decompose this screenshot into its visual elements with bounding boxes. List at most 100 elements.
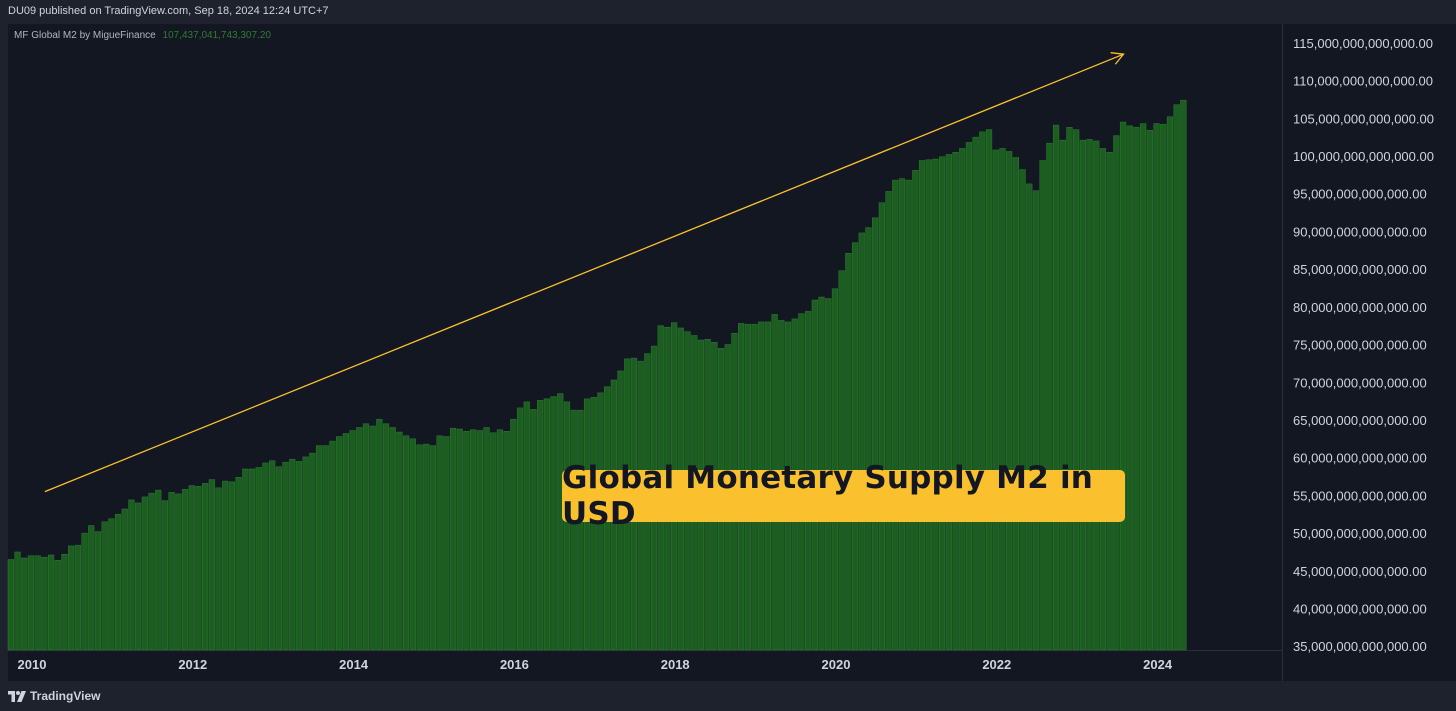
bar bbox=[181, 489, 189, 651]
bar bbox=[148, 492, 155, 651]
bar bbox=[537, 400, 544, 651]
bar bbox=[483, 427, 490, 651]
bar bbox=[416, 444, 423, 651]
x-tick-label: 2012 bbox=[178, 657, 207, 672]
y-tick-label: 80,000,000,000,000.00 bbox=[1293, 300, 1427, 315]
bar bbox=[959, 148, 966, 651]
time-axis[interactable] bbox=[8, 650, 1282, 681]
bar bbox=[114, 513, 122, 651]
bar bbox=[1140, 123, 1147, 651]
bar bbox=[34, 555, 41, 651]
bar bbox=[362, 423, 370, 651]
bar bbox=[409, 438, 416, 651]
bar bbox=[376, 418, 383, 651]
bar bbox=[999, 148, 1006, 651]
bar bbox=[1133, 127, 1140, 651]
bar bbox=[282, 461, 289, 651]
bar bbox=[443, 436, 450, 651]
bar bbox=[550, 396, 557, 651]
x-tick-label: 2016 bbox=[500, 657, 529, 672]
bar bbox=[530, 409, 537, 651]
bar bbox=[918, 160, 926, 651]
bar bbox=[295, 461, 303, 651]
bar bbox=[215, 487, 222, 651]
bar bbox=[1026, 183, 1033, 651]
bar bbox=[590, 397, 597, 651]
bar bbox=[61, 553, 68, 651]
bar bbox=[912, 170, 919, 651]
y-tick-label: 70,000,000,000,000.00 bbox=[1293, 375, 1427, 390]
bar bbox=[74, 544, 81, 651]
bar bbox=[228, 481, 236, 651]
bar bbox=[831, 288, 839, 651]
bar bbox=[389, 427, 396, 651]
bar bbox=[202, 483, 209, 651]
bar bbox=[1006, 151, 1013, 651]
bar bbox=[878, 202, 885, 651]
bar bbox=[155, 489, 162, 651]
bar bbox=[1099, 148, 1107, 651]
trend-arrow-line[interactable] bbox=[44, 53, 1124, 493]
bar bbox=[309, 452, 316, 651]
y-tick-label: 45,000,000,000,000.00 bbox=[1293, 564, 1427, 579]
bar bbox=[496, 429, 504, 651]
bar bbox=[932, 158, 939, 651]
bar bbox=[322, 445, 329, 651]
bar bbox=[1046, 142, 1053, 651]
top-bar: DU09 published on TradingView.com, Sep 1… bbox=[0, 0, 1456, 24]
bar bbox=[88, 525, 95, 651]
trend-arrow-head[interactable] bbox=[1110, 52, 1125, 65]
bar bbox=[1032, 190, 1040, 651]
bar bbox=[108, 518, 115, 651]
bar bbox=[128, 499, 135, 651]
bar bbox=[570, 409, 577, 651]
bar bbox=[898, 178, 906, 651]
x-tick-label: 2022 bbox=[982, 657, 1011, 672]
bar bbox=[972, 136, 979, 651]
bar bbox=[1146, 130, 1153, 651]
bar bbox=[523, 401, 530, 651]
chart-callout: Global Monetary Supply M2 in USD bbox=[562, 460, 1125, 532]
y-tick-labels: 115,000,000,000,000.00 110,000,000,000,00… bbox=[1293, 36, 1434, 654]
bar bbox=[1019, 169, 1026, 651]
bar bbox=[470, 429, 477, 651]
bar bbox=[1039, 160, 1046, 651]
bar bbox=[275, 466, 282, 651]
y-tick-label: 110,000,000,000,000.00 bbox=[1293, 74, 1433, 89]
bar bbox=[315, 445, 323, 651]
bar bbox=[269, 460, 276, 651]
x-tick-labels: 2010 2012 2014 2016 2018 2020 2022 2024 bbox=[18, 657, 1173, 672]
y-tick-label: 115,000,000,000,000.00 bbox=[1293, 36, 1433, 51]
bar bbox=[336, 436, 343, 651]
tradingview-logo[interactable]: TradingView bbox=[8, 689, 100, 703]
indicator-legend[interactable]: MF Global M2 by MigueFinance 107,437,041… bbox=[14, 30, 271, 41]
bar bbox=[925, 159, 932, 651]
bar bbox=[242, 468, 249, 651]
bar bbox=[872, 217, 879, 651]
bar bbox=[329, 440, 336, 651]
y-tick-label: 85,000,000,000,000.00 bbox=[1293, 262, 1427, 277]
bar bbox=[583, 398, 591, 651]
bar bbox=[1153, 123, 1160, 651]
bar bbox=[1180, 99, 1187, 651]
bar bbox=[1119, 121, 1127, 651]
bar bbox=[858, 232, 865, 651]
bar bbox=[1113, 135, 1120, 651]
bar bbox=[101, 521, 108, 651]
y-tick-label: 65,000,000,000,000.00 bbox=[1293, 413, 1427, 428]
x-tick-label: 2010 bbox=[18, 657, 47, 672]
bar bbox=[429, 445, 437, 651]
bar bbox=[510, 418, 517, 651]
indicator-name[interactable]: MF Global M2 by MigueFinance bbox=[14, 30, 156, 41]
bar bbox=[885, 191, 892, 651]
trend-arrow-layer bbox=[44, 52, 1125, 493]
bar bbox=[208, 479, 215, 651]
price-axis[interactable] bbox=[1282, 24, 1456, 681]
bottom-bar: TradingView bbox=[0, 681, 1456, 711]
bar bbox=[27, 555, 35, 651]
bar bbox=[449, 428, 457, 651]
bar bbox=[349, 430, 356, 651]
y-tick-label: 100,000,000,000,000.00 bbox=[1293, 149, 1434, 164]
y-tick-label: 90,000,000,000,000.00 bbox=[1293, 224, 1427, 239]
